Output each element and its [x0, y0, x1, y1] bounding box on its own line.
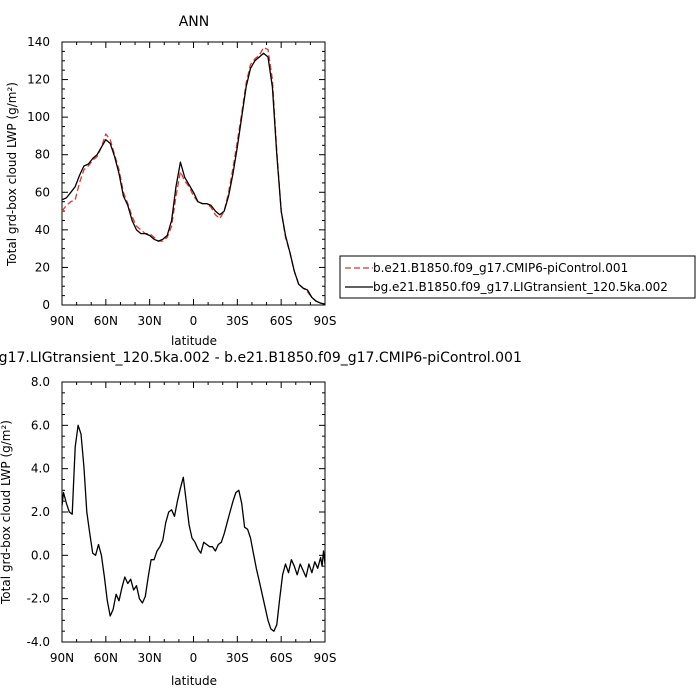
- y-tick-label: 2.0: [31, 505, 50, 519]
- x-axis-label: latitude: [171, 334, 217, 348]
- x-tick-label: 30S: [226, 314, 249, 328]
- x-tick-label: 30N: [138, 314, 162, 328]
- chart-title: bg.e21.B1850.f09_g17.LIGtransient_120.5k…: [0, 350, 522, 366]
- plot-frame: [61, 381, 326, 643]
- series-line-0: [61, 424, 326, 632]
- x-tick-label: 60N: [94, 314, 118, 328]
- y-tick-label: -2.0: [27, 592, 50, 606]
- top-panel-zonal-mean: 90N 60N 30N 0 30S 60S 90S 0 20 40 60 80 100 120 140 ANN…: [5, 14, 336, 348]
- y-tick-label: 0.0: [31, 548, 50, 562]
- x-tick-label: 60S: [270, 651, 293, 665]
- x-tick-label: 90N: [50, 314, 74, 328]
- x-tick-label: 0: [190, 651, 198, 665]
- y-tick-label: 4.0: [31, 462, 50, 476]
- x-tick-label: 90S: [314, 651, 337, 665]
- y-tick-label: 20: [35, 260, 50, 274]
- legend: b.e21.B1850.f09_g17.CMIP6-piControl.001b…: [339, 255, 696, 299]
- y-tick-label: 40: [35, 223, 50, 237]
- legend-entry: b.e21.B1850.f09_g17.CMIP6-piControl.001: [373, 261, 628, 275]
- y-tick-label: 140: [27, 35, 50, 49]
- y-tick-label: -4.0: [27, 635, 50, 649]
- series-line-1: [61, 52, 326, 305]
- y-tick-label: 8.0: [31, 375, 50, 389]
- x-tick-label: 60N: [94, 651, 118, 665]
- chart-title: ANN: [179, 14, 210, 30]
- x-tick-label: 90S: [314, 314, 337, 328]
- x-axis-label: latitude: [171, 674, 217, 688]
- x-tick-label: 30S: [226, 651, 249, 665]
- plot-frame: [61, 41, 326, 306]
- series-line-0: [61, 46, 326, 305]
- y-tick-label: 60: [35, 185, 50, 199]
- legend-box: [339, 255, 696, 299]
- y-tick-label: 0: [42, 298, 50, 312]
- y-tick-label: 120: [27, 73, 50, 87]
- x-tick-label: 0: [190, 314, 198, 328]
- x-tick-label: 30N: [138, 651, 162, 665]
- x-tick-label: 60S: [270, 314, 293, 328]
- y-tick-label: 100: [27, 110, 50, 124]
- legend-entry: bg.e21.B1850.f09_g17.LIGtransient_120.5k…: [373, 280, 668, 294]
- y-axis-label: Total grd-box cloud LWP (g/m²): [5, 82, 19, 267]
- bottom-panel-difference: 90N 60N 30N 0 30S 60S 90S -4.0 -2.0 0.0 2.0 4.0 6.0 8…: [0, 350, 522, 688]
- y-tick-label: 6.0: [31, 418, 50, 432]
- y-axis-label: Total grd-box cloud LWP (g/m²): [0, 420, 13, 605]
- x-tick-label: 90N: [50, 651, 74, 665]
- y-tick-label: 80: [35, 148, 50, 162]
